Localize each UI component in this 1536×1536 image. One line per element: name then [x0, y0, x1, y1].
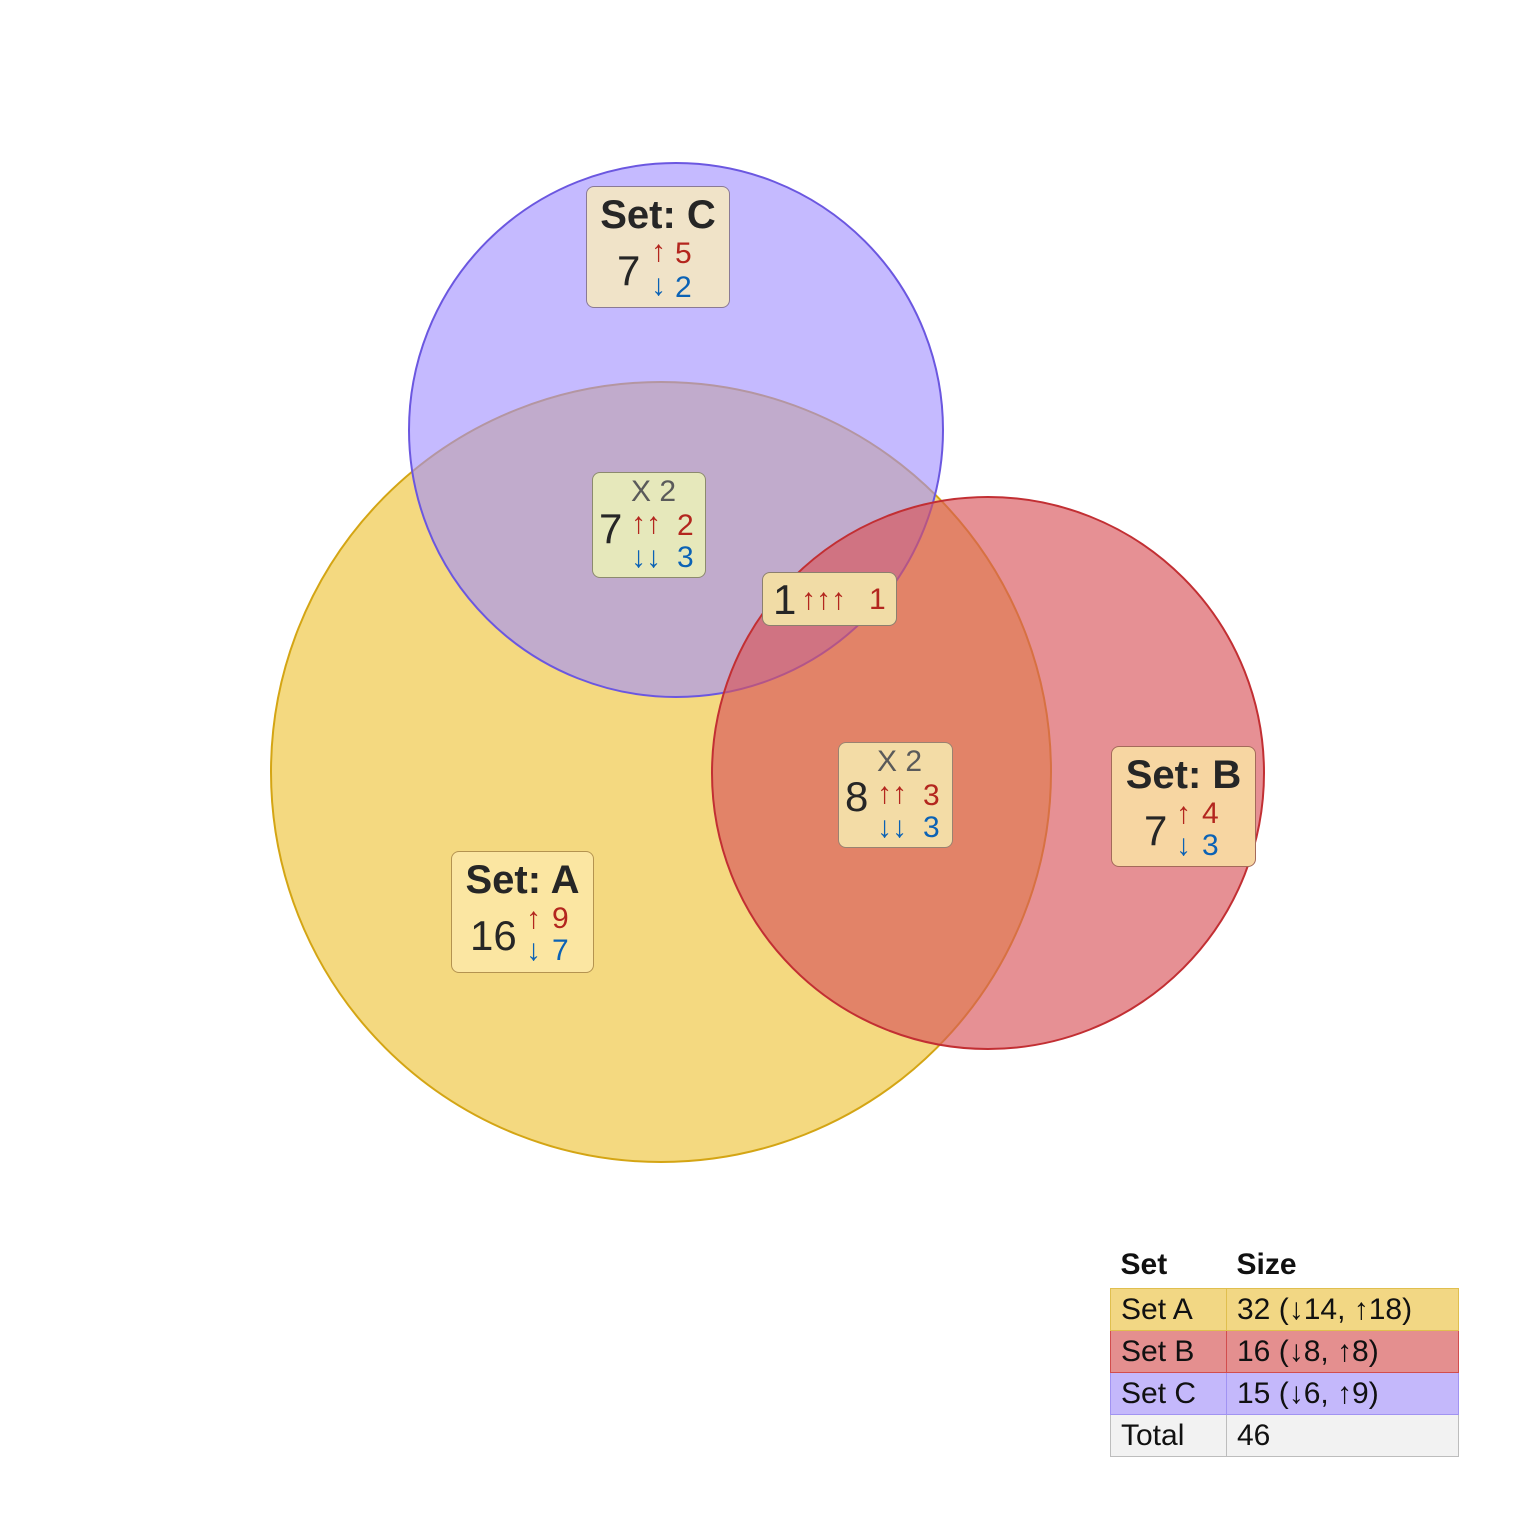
set-c-title: Set: C	[600, 193, 716, 237]
set-a-up-count: 9	[552, 902, 569, 935]
legend-row: Set C 15 (↓6, ↑9)	[1110, 1372, 1459, 1415]
legend-set-size: 15 (↓6, ↑9)	[1226, 1372, 1459, 1415]
legend-header-size: Size	[1236, 1248, 1297, 1281]
set-b-circle	[711, 496, 1265, 1050]
up-arrow-icon: ↑	[651, 235, 666, 268]
legend-table: Set Size Set A 32 (↓14, ↑18) Set B 16 (↓8, …	[1110, 1246, 1459, 1457]
down-arrow-icon: ↓	[1176, 829, 1191, 862]
up-arrows-icon: ↑↑	[631, 507, 661, 540]
set-b-total: 7	[1144, 807, 1168, 854]
set-c-total: 7	[617, 247, 641, 294]
legend-set-size: 16 (↓8, ↑8)	[1226, 1330, 1459, 1373]
down-arrows-icon: ↓↓	[877, 811, 907, 844]
intersection-ab-label: X 2 8 ↑↑ 3 ↓↓ 3	[838, 742, 953, 848]
legend-set-name: Set C	[1110, 1372, 1227, 1415]
set-a-title: Set: A	[465, 858, 580, 902]
intersection-ab-total: 8	[845, 773, 869, 820]
legend-header-set: Set	[1120, 1248, 1168, 1281]
legend-set-name: Total	[1110, 1414, 1227, 1457]
intersection-ac-up-count: 2	[677, 509, 694, 542]
legend-row: Set B 16 (↓8, ↑8)	[1110, 1330, 1459, 1373]
set-b-down-count: 3	[1202, 829, 1219, 862]
legend-set-size: 46	[1226, 1414, 1459, 1457]
legend-set-name: Set B	[1110, 1330, 1227, 1373]
intersection-ac-down-count: 3	[677, 541, 694, 574]
down-arrow-icon: ↓	[651, 269, 666, 302]
up-arrows-icon: ↑↑↑	[801, 583, 846, 616]
intersection-ab-multiplier: X 2	[877, 745, 923, 778]
set-b-up-count: 4	[1202, 797, 1219, 830]
set-b-label: Set: B 7 ↑ 4 ↓ 3	[1111, 746, 1256, 867]
set-c-label: Set: C 7 ↑ 5 ↓ 2	[586, 186, 730, 308]
legend-row: Total 46	[1110, 1414, 1459, 1457]
down-arrows-icon: ↓↓	[631, 541, 661, 574]
legend-set-name: Set A	[1110, 1288, 1227, 1331]
legend-row: Set A 32 (↓14, ↑18)	[1110, 1288, 1459, 1331]
intersection-ab-down-count: 3	[923, 811, 940, 844]
up-arrow-icon: ↑	[526, 902, 541, 935]
set-b-title: Set: B	[1125, 753, 1242, 797]
down-arrow-icon: ↓	[526, 934, 541, 967]
intersection-ab-up-count: 3	[923, 779, 940, 812]
set-c-up-count: 5	[675, 237, 692, 270]
up-arrows-icon: ↑↑	[877, 777, 907, 810]
set-a-down-count: 7	[552, 934, 569, 967]
intersection-ac-total: 7	[599, 505, 623, 552]
set-c-down-count: 2	[675, 271, 692, 304]
legend-set-size: 32 (↓14, ↑18)	[1226, 1288, 1459, 1331]
intersection-abc-label: 1 ↑↑↑ 1	[762, 572, 897, 626]
intersection-abc-total: 1	[773, 576, 797, 623]
intersection-ac-multiplier: X 2	[631, 475, 677, 508]
intersection-abc-up-count: 1	[869, 583, 886, 616]
set-a-total: 16	[470, 912, 517, 959]
up-arrow-icon: ↑	[1176, 797, 1191, 830]
intersection-ac-label: X 2 7 ↑↑ 2 ↓↓ 3	[592, 472, 706, 578]
legend-header-row: Set Size	[1111, 1246, 1459, 1289]
set-a-label: Set: A 16 ↑ 9 ↓ 7	[451, 851, 594, 973]
